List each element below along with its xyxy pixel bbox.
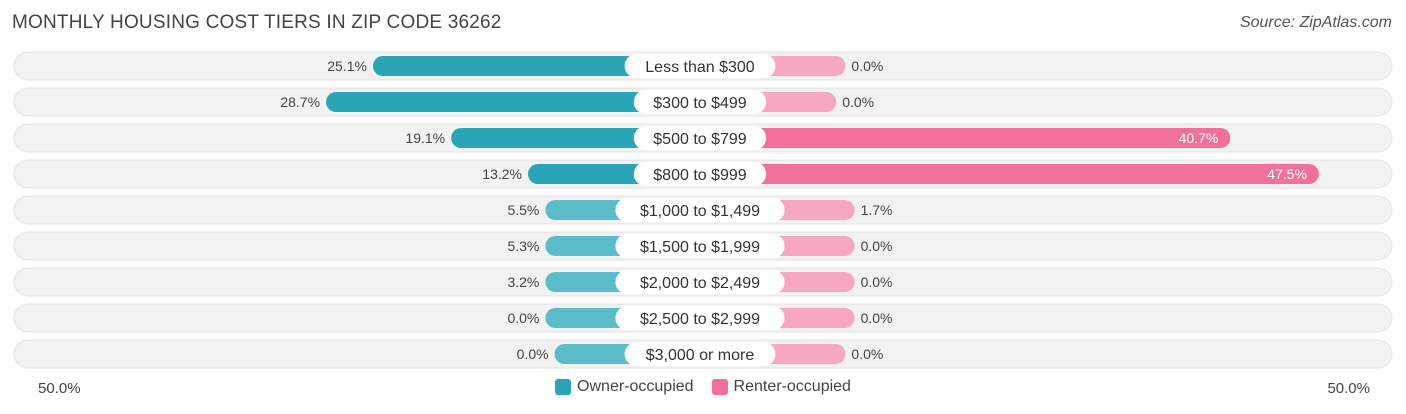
- category-pill: [633, 126, 767, 150]
- category-label: $300 to $499: [653, 95, 747, 112]
- legend: Owner-occupied Renter-occupied: [0, 378, 1406, 396]
- owner-value-label: 13.2%: [482, 166, 522, 182]
- renter-value-label: 47.5%: [1267, 166, 1307, 182]
- owner-value-label: 5.5%: [507, 202, 539, 218]
- owner-value-label: 28.7%: [280, 94, 320, 110]
- owner-value-label: 5.3%: [507, 238, 539, 254]
- axis-right-label: 50.0%: [1327, 380, 1370, 397]
- renter-bar: [700, 164, 1319, 184]
- renter-value-label: 0.0%: [851, 346, 883, 362]
- legend-swatch-renter: [711, 379, 728, 395]
- renter-value-label: 0.0%: [851, 58, 883, 74]
- category-label: $800 to $999: [653, 167, 747, 184]
- renter-value-label: 0.0%: [842, 94, 874, 110]
- legend-label-renter: Renter-occupied: [733, 378, 851, 395]
- axis-left-label: 50.0%: [38, 380, 81, 397]
- category-pill: [615, 270, 785, 294]
- category-pill: [633, 90, 767, 114]
- owner-value-label: 0.0%: [507, 310, 539, 326]
- category-label: $500 to $799: [653, 131, 747, 148]
- category-label: $3,000 or more: [646, 347, 755, 364]
- chart-title: MONTHLY HOUSING COST TIERS IN ZIP CODE 3…: [12, 12, 502, 33]
- category-label: $1,500 to $1,999: [640, 239, 760, 256]
- owner-value-label: 25.1%: [327, 58, 367, 74]
- category-label: $1,000 to $1,499: [640, 203, 760, 220]
- legend-label-owner: Owner-occupied: [577, 378, 694, 395]
- legend-item-owner[interactable]: Owner-occupied: [555, 378, 694, 396]
- chart-source: Source: ZipAtlas.com: [1239, 14, 1392, 31]
- category-pill: [624, 54, 776, 78]
- renter-value-label: 1.7%: [861, 202, 893, 218]
- owner-value-label: 19.1%: [405, 130, 445, 146]
- renter-value-label: 0.0%: [861, 310, 893, 326]
- renter-value-label: 40.7%: [1179, 130, 1219, 146]
- renter-value-label: 0.0%: [861, 274, 893, 290]
- renter-bar: [700, 128, 1231, 148]
- category-pill: [615, 234, 785, 258]
- category-pill: [624, 342, 776, 366]
- category-label: $2,500 to $2,999: [640, 311, 760, 328]
- owner-value-label: 3.2%: [507, 274, 539, 290]
- category-label: Less than $300: [645, 59, 755, 76]
- category-pill: [633, 162, 767, 186]
- category-pill: [615, 198, 785, 222]
- category-label: $2,000 to $2,499: [640, 275, 760, 292]
- owner-bar: [372, 56, 700, 76]
- owner-bar: [326, 92, 700, 112]
- renter-value-label: 0.0%: [861, 238, 893, 254]
- category-pill: [615, 306, 785, 330]
- legend-swatch-owner: [555, 379, 572, 395]
- legend-item-renter[interactable]: Renter-occupied: [711, 378, 851, 396]
- owner-value-label: 0.0%: [517, 346, 549, 362]
